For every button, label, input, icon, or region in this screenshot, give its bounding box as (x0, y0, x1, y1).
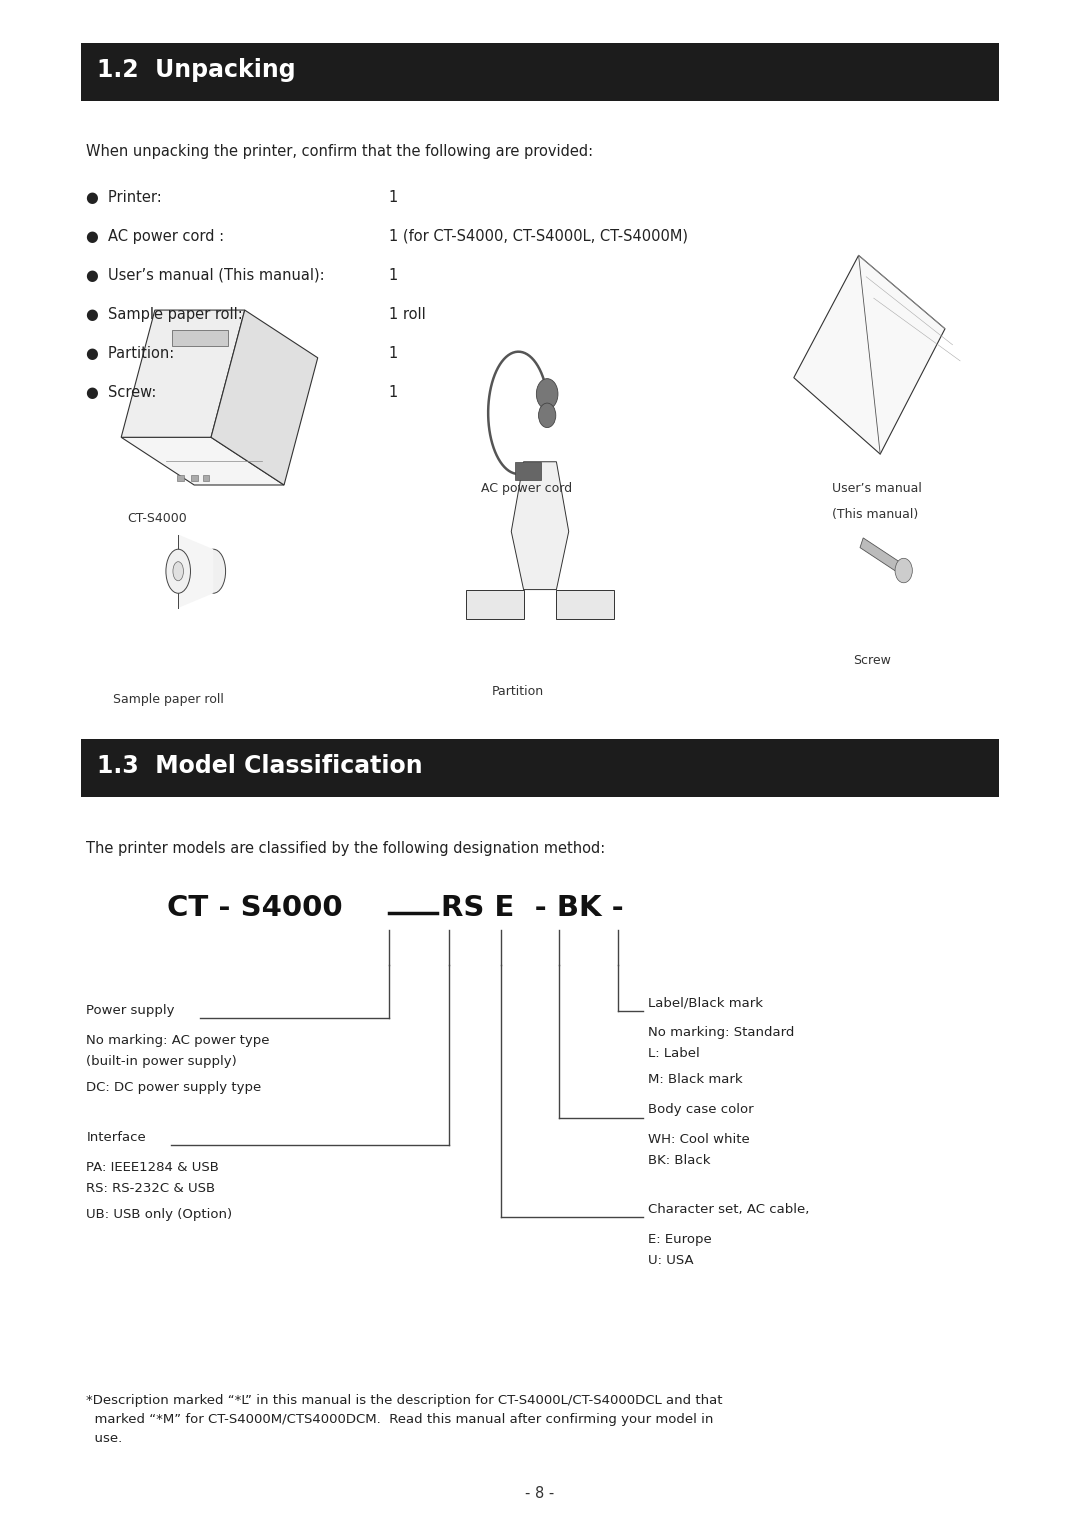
Ellipse shape (201, 549, 226, 593)
Text: - 8 -: - 8 - (525, 1486, 555, 1501)
Text: CT-S4000: CT-S4000 (126, 512, 187, 526)
Text: The printer models are classified by the following designation method:: The printer models are classified by the… (86, 841, 606, 856)
Polygon shape (467, 590, 524, 619)
Text: 1: 1 (389, 346, 399, 361)
Text: 1: 1 (389, 268, 399, 283)
Bar (81, 739, 999, 797)
Polygon shape (178, 535, 214, 609)
Text: Sample paper roll: Sample paper roll (113, 693, 225, 706)
Text: 1 (for CT-S4000, CT-S4000L, CT-S4000M): 1 (for CT-S4000, CT-S4000L, CT-S4000M) (389, 228, 688, 243)
Text: ●  Printer:: ● Printer: (86, 190, 162, 205)
Text: (built-in power supply): (built-in power supply) (86, 1055, 238, 1069)
Text: ●  AC power cord :: ● AC power cord : (86, 228, 225, 243)
Text: Screw: Screw (853, 654, 891, 668)
Text: No marking: AC power type: No marking: AC power type (86, 1017, 270, 1047)
Ellipse shape (173, 561, 184, 581)
Text: User’s manual: User’s manual (832, 482, 921, 495)
Polygon shape (121, 437, 284, 485)
Text: L: Label: L: Label (648, 1047, 700, 1061)
Text: ●  Sample paper roll:: ● Sample paper roll: (86, 306, 243, 321)
Circle shape (539, 404, 556, 428)
Text: Interface: Interface (86, 1130, 146, 1144)
Text: No marking: Standard: No marking: Standard (648, 1009, 795, 1040)
Text: 1: 1 (389, 190, 399, 205)
Text: Body case color: Body case color (648, 1102, 754, 1116)
Text: DC: DC power supply type: DC: DC power supply type (86, 1081, 261, 1095)
Polygon shape (794, 255, 945, 454)
Text: 1.3  Model Classification: 1.3 Model Classification (97, 754, 423, 778)
Bar (81, 43, 999, 101)
Text: RS E  - BK -: RS E - BK - (441, 894, 623, 922)
Text: 1: 1 (389, 384, 399, 399)
Text: 1.2  Unpacking: 1.2 Unpacking (97, 58, 296, 83)
Text: CT - S4000: CT - S4000 (167, 894, 343, 922)
Text: PA: IEEE1284 & USB: PA: IEEE1284 & USB (86, 1144, 219, 1174)
Ellipse shape (166, 549, 190, 593)
Text: BK: Black: BK: Black (648, 1154, 711, 1168)
Polygon shape (172, 330, 228, 346)
Text: Character set, AC cable,: Character set, AC cable, (648, 1202, 809, 1216)
Text: Partition: Partition (491, 685, 543, 699)
Text: UB: USB only (Option): UB: USB only (Option) (86, 1208, 232, 1222)
Polygon shape (211, 310, 318, 485)
Text: AC power cord: AC power cord (481, 482, 571, 495)
Text: RS: RS-232C & USB: RS: RS-232C & USB (86, 1182, 216, 1196)
Text: ●  User’s manual (This manual):: ● User’s manual (This manual): (86, 268, 325, 283)
Polygon shape (121, 310, 245, 437)
Polygon shape (860, 538, 901, 572)
Bar (203, 474, 210, 482)
Text: Label/Black mark: Label/Black mark (648, 995, 762, 1009)
Bar (515, 462, 541, 480)
Text: ●  Screw:: ● Screw: (86, 384, 157, 399)
Polygon shape (556, 590, 613, 619)
Text: (This manual): (This manual) (832, 508, 918, 521)
Polygon shape (511, 462, 569, 590)
Text: ●  Partition:: ● Partition: (86, 346, 175, 361)
Bar (191, 474, 198, 482)
Bar (177, 474, 184, 482)
Text: When unpacking the printer, confirm that the following are provided:: When unpacking the printer, confirm that… (86, 144, 594, 159)
Circle shape (537, 379, 558, 410)
Text: Power supply: Power supply (86, 1003, 175, 1017)
Circle shape (895, 558, 913, 583)
Text: M: Black mark: M: Black mark (648, 1073, 743, 1087)
Text: *Description marked “*L” in this manual is the description for CT-S4000L/CT-S400: *Description marked “*L” in this manual … (86, 1394, 723, 1445)
Text: U: USA: U: USA (648, 1254, 693, 1268)
Text: 1 roll: 1 roll (389, 306, 426, 321)
Text: E: Europe: E: Europe (648, 1216, 712, 1246)
Text: WH: Cool white: WH: Cool white (648, 1116, 750, 1147)
